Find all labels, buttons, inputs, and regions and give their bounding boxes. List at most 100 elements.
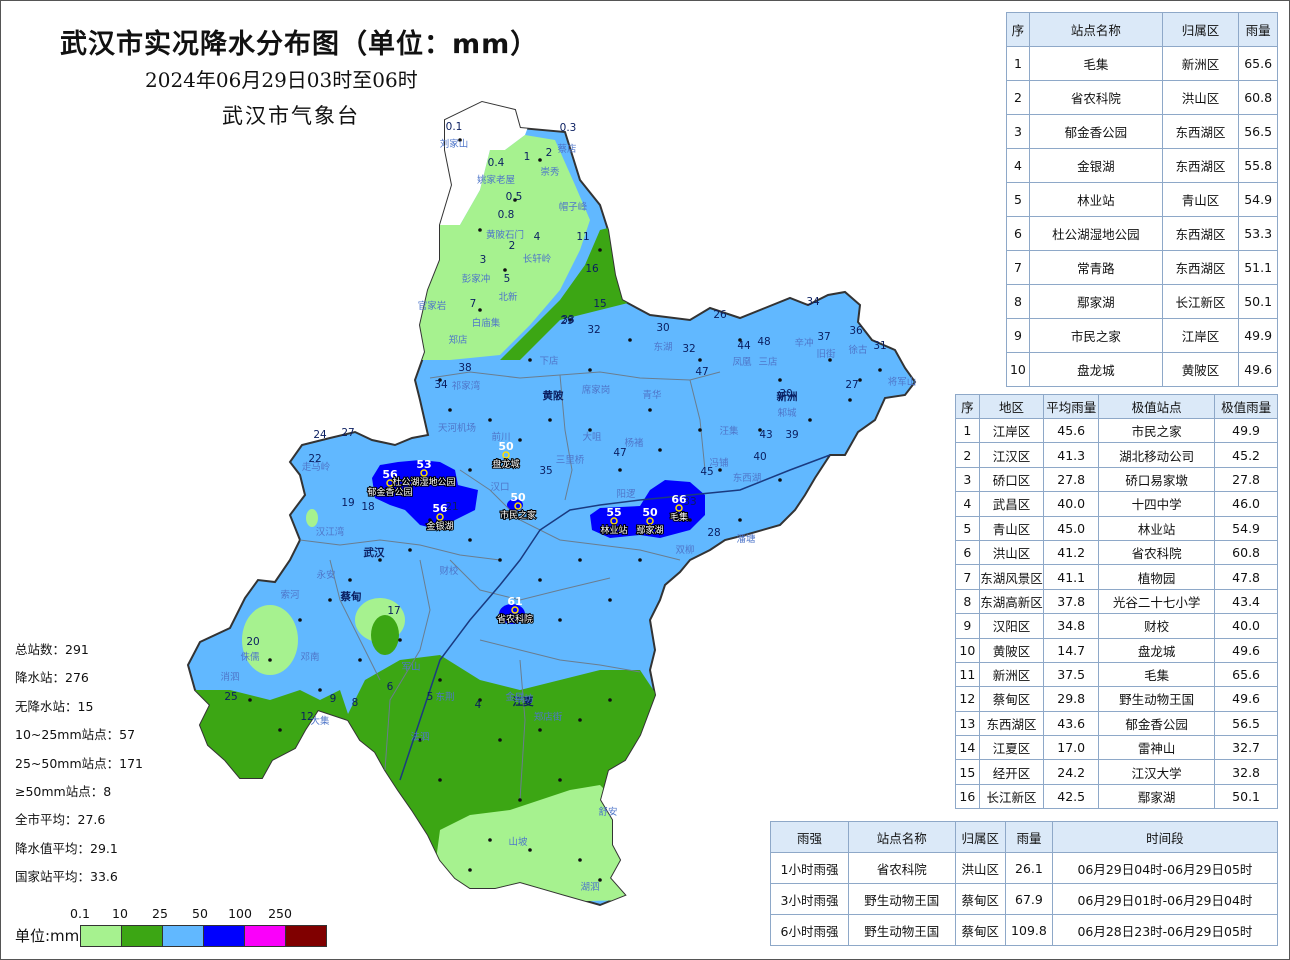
station-dot [448, 408, 452, 412]
table-row: 6小时雨强 野生动物王国 蔡甸区 109.8 06月28日23时-06月29日05时 [769, 914, 1279, 946]
table-cell: 16 [955, 783, 980, 810]
station-dot [538, 158, 542, 162]
table-cell: 60.8 [1238, 80, 1278, 115]
table-cell: 1 [1006, 46, 1030, 81]
place-label: 汉口 [490, 482, 509, 493]
rainfall-value: 44 [737, 340, 751, 352]
table-row: 8 东湖高新区 37.8 光谷二十七小学 43.4 [955, 588, 1278, 615]
table-cell: 7 [1006, 250, 1030, 285]
station-dot [348, 578, 352, 582]
rainfall-value: 0.5 [506, 191, 523, 203]
station-marker [646, 517, 654, 525]
table-cell: 东西湖区 [978, 710, 1045, 737]
district-label: 黄陂 [543, 389, 564, 402]
table-cell: 雷神山 [1097, 735, 1216, 761]
station-dot [578, 718, 582, 722]
table-cell: 5 [955, 515, 980, 541]
place-label: 徐古 [848, 344, 868, 356]
table-cell: 野生动物王国 [1097, 686, 1216, 712]
place-label: 姚家老屋 [477, 174, 515, 186]
rainfall-value: 30 [656, 322, 669, 334]
table-cell: 42.5 [1043, 783, 1099, 810]
rainfall-value: 39 [785, 429, 798, 441]
table-cell: 51.1 [1238, 250, 1278, 285]
station-dot [878, 368, 882, 372]
table-cell: 41.2 [1043, 539, 1099, 566]
table-cell: 6 [1006, 216, 1030, 251]
place-label: 郑店 [448, 334, 467, 346]
table-cell: 市民之家 [1028, 318, 1163, 353]
rainfall-value: 27 [341, 427, 354, 439]
table-cell: 洪山区 [1161, 80, 1240, 115]
legend-swatch [122, 926, 163, 946]
table-row: 1 江岸区 45.6 市民之家 49.9 [955, 417, 1278, 444]
table-cell: 50.1 [1214, 783, 1278, 810]
place-label: 下店 [539, 355, 558, 367]
place-label: 大咀 [582, 431, 602, 443]
table-cell: 29.8 [1043, 686, 1099, 712]
place-label: 潘塘 [736, 533, 756, 545]
station-dot [418, 738, 422, 742]
rainfall-value: 2 [546, 147, 553, 159]
table-row: 9 市民之家 江岸区 49.9 [1006, 318, 1278, 353]
place-label: 蔡店 [557, 143, 576, 155]
station-value: 61 [507, 595, 522, 608]
table-cell: 新洲区 [978, 661, 1045, 688]
rainfall-value: 34 [434, 379, 448, 391]
table-row: 3小时雨强 野生动物王国 蔡甸区 67.9 06月29日01时-06月29日04时 [769, 883, 1279, 915]
station-name: 林业站 [600, 524, 627, 536]
table-cell: 55.8 [1238, 148, 1278, 183]
station-dot [578, 558, 582, 562]
place-label: 白庙集 [472, 317, 501, 329]
station-dot [568, 318, 572, 322]
table-cell: 54.9 [1238, 182, 1278, 217]
station-dot [538, 728, 542, 732]
map-subtitle: 2024年06月29日03时至06时 [145, 68, 418, 92]
rainfall-value: 9 [330, 693, 337, 705]
rainfall-value: 15 [593, 298, 606, 310]
table-cell: 林业站 [1097, 515, 1216, 541]
rainfall-value: 43 [759, 429, 772, 441]
station-value: 53 [416, 458, 431, 471]
station-dot [518, 798, 522, 802]
table-row: 5 林业站 青山区 54.9 [1006, 182, 1278, 217]
rainfall-value: 28 [707, 527, 720, 539]
station-value: 56 [382, 468, 398, 481]
table-cell: 17.0 [1043, 735, 1099, 761]
stat-row: 总站数：291 [15, 642, 89, 657]
place-label: 汉江湾 [316, 526, 345, 538]
table-cell: 10 [1006, 352, 1030, 387]
rainfall-value: 33 [683, 496, 696, 508]
table-cell: 60.8 [1214, 539, 1278, 566]
rainfall-value: 47 [695, 366, 708, 378]
table-cell: 8 [1006, 284, 1030, 319]
rainfall-value: 4 [534, 231, 541, 243]
rainfall-value: 12 [300, 711, 313, 723]
place-label: 山坡 [508, 836, 528, 848]
station-dot [438, 678, 442, 682]
rainfall-value: 25 [224, 691, 237, 703]
station-dot [578, 858, 582, 862]
rainfall-value: 8 [352, 697, 359, 709]
table-cell: 武昌区 [978, 491, 1045, 517]
table-cell: 江岸区 [1161, 318, 1240, 353]
table-cell: 光谷二十七小学 [1097, 588, 1216, 615]
place-label: 官家岩 [418, 300, 447, 312]
rainfall-value: 0.1 [446, 121, 463, 133]
station-marker [420, 469, 428, 477]
station-dot [528, 848, 532, 852]
rainfall-value: 4 [475, 699, 482, 711]
table-cell: 鄢家湖 [1028, 284, 1163, 319]
table-cell: 青山区 [978, 515, 1045, 541]
table-cell: 经开区 [978, 759, 1045, 785]
table-cell: 49.9 [1238, 318, 1278, 353]
table-cell: 硚口区 [978, 466, 1045, 493]
table-cell: 杜公湖湿地公园 [1028, 216, 1163, 251]
table-cell: 10 [955, 637, 980, 663]
legend-unit-label: 单位:mm [15, 927, 80, 945]
table-row: 2 江汉区 41.3 湖北移动公司 45.2 [955, 442, 1278, 468]
table-cell: 06月28日23时-06月29日05时 [1051, 914, 1279, 946]
table-cell: 东西湖区 [1161, 114, 1240, 149]
rainfall-value: 26 [713, 309, 727, 321]
